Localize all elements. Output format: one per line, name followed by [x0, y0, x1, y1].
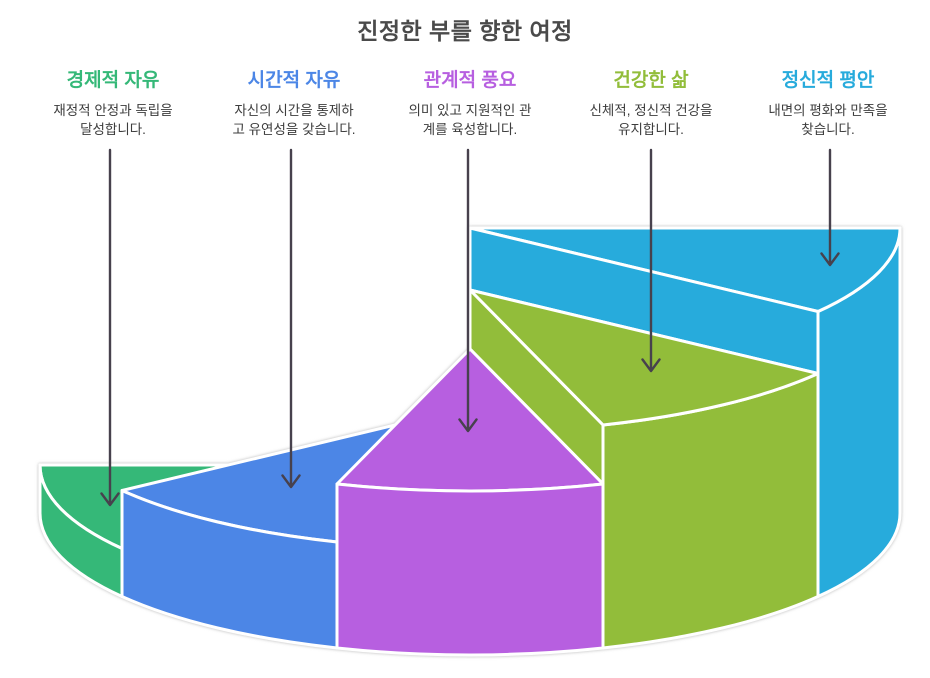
- pie-slice-peace: [468, 226, 902, 598]
- arrow-peace: [820, 148, 840, 267]
- arrow-health: [641, 148, 661, 373]
- slice-description-line: 계를 육성합니다.: [422, 121, 518, 137]
- slice-top-face: [468, 288, 820, 427]
- arrow-economic: [100, 148, 120, 507]
- pie-slice-health: [468, 288, 820, 650]
- slice-description-line: 고 유연성을 갖습니다.: [232, 121, 356, 137]
- slice-description-line: 찾습니다.: [801, 121, 855, 137]
- slice-heading: 시간적 자유: [247, 70, 341, 91]
- slice-description-line: 자신의 시간을 통제하: [234, 102, 354, 118]
- slice-heading: 건강한 삶: [613, 70, 689, 91]
- slice-description-line: 신체적, 정신적 건강을: [589, 102, 713, 118]
- slice-outer-wall: [335, 482, 605, 657]
- slice-description-line: 의미 있고 지원적인 관: [408, 102, 532, 118]
- page-title: 진정한 부를 향한 여정: [357, 18, 573, 44]
- arrow-relationship: [458, 148, 478, 433]
- pie-slices: [38, 226, 902, 657]
- pointer-arrows: [100, 148, 840, 507]
- slice-heading: 경제적 자유: [66, 70, 160, 91]
- slice-description-line: 재정적 안정과 독립을: [53, 102, 173, 118]
- arrow-time: [281, 148, 301, 489]
- slice-description-line: 유지합니다.: [618, 121, 684, 137]
- slice-outer-wall: [120, 489, 339, 650]
- slice-heading: 관계적 풍요: [423, 70, 517, 91]
- slice-description-line: 달성합니다.: [80, 121, 146, 137]
- slice-heading: 정신적 평안: [781, 70, 875, 91]
- slice-description-line: 내면의 평화와 만족을: [768, 102, 888, 118]
- slice-top-face: [468, 226, 902, 313]
- pie-slice-relationship: [335, 347, 605, 657]
